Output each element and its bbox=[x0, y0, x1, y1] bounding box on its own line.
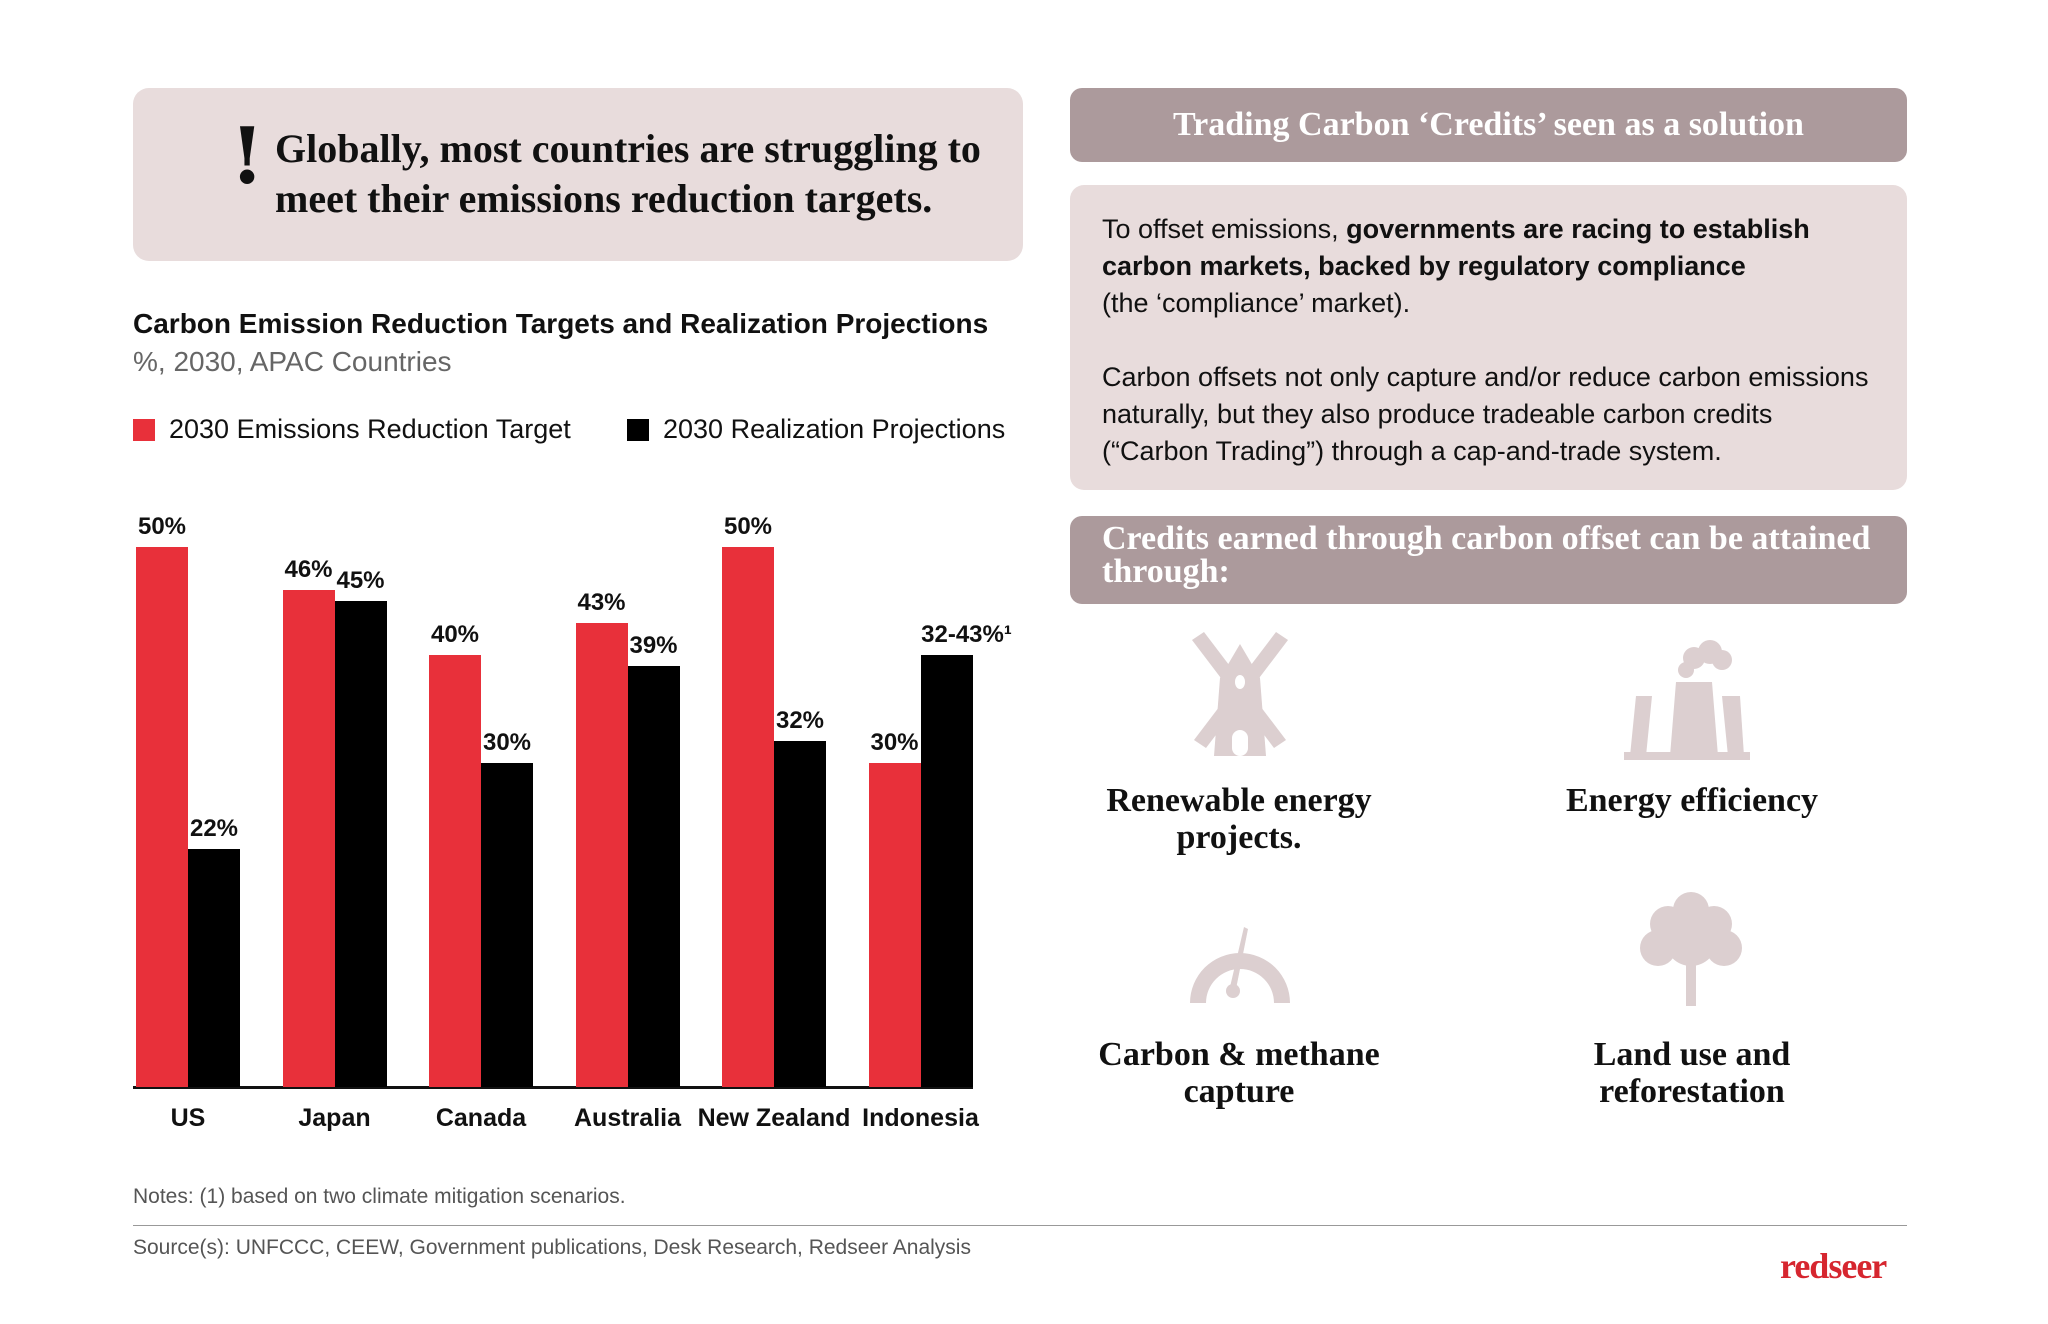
bar-target bbox=[282, 590, 335, 1087]
data-label: 30% bbox=[870, 729, 919, 756]
item-carbon-capture: Carbon & methane capture bbox=[1098, 1036, 1380, 1110]
chart-title: Carbon Emission Reduction Targets and Re… bbox=[133, 308, 989, 339]
header-credits-attained: Credits earned through carbon offset can… bbox=[1070, 516, 1907, 604]
bar-realization bbox=[920, 655, 973, 1087]
redseer-logo: redseer bbox=[1780, 1246, 1887, 1286]
data-label: 46% bbox=[284, 556, 333, 584]
category-label: Indonesia bbox=[862, 1104, 979, 1132]
category-label: Japan bbox=[298, 1104, 371, 1132]
header-text: Trading Carbon ‘Credits’ seen as a solut… bbox=[1173, 106, 1804, 143]
notes: Notes: (1) based on two climate mitigati… bbox=[133, 1185, 626, 1208]
divider bbox=[133, 1225, 1907, 1226]
gauge-icon bbox=[1190, 927, 1290, 1003]
text: (the ‘compliance’ market). bbox=[1102, 288, 1411, 318]
power-plant-icon bbox=[1624, 640, 1750, 760]
bar-target bbox=[429, 655, 481, 1087]
paragraph-1: To offset emissions, governments are rac… bbox=[1102, 211, 1875, 322]
data-label: 39% bbox=[629, 631, 678, 659]
chart-subtitle: %, 2030, APAC Countries bbox=[133, 346, 452, 377]
item-energy-efficiency: Energy efficiency bbox=[1565, 782, 1819, 819]
data-label: 32% bbox=[775, 707, 825, 735]
bar-target bbox=[868, 763, 921, 1087]
data-label: 40% bbox=[430, 621, 480, 648]
x-axis bbox=[133, 1086, 973, 1089]
bar-realization bbox=[481, 763, 533, 1087]
legend-item-target: 2030 Emissions Reduction Target bbox=[133, 414, 571, 445]
item-land-use: Land use and reforestation bbox=[1593, 1036, 1791, 1110]
tree-icon bbox=[1640, 892, 1742, 1006]
bar-chart: 50% 22% US 46% 45% Japan 40% 30% Canada 43% 39% Aus… bbox=[0, 0, 1040, 1140]
data-label: 43% bbox=[577, 588, 626, 616]
bold-text: governments are racing to establish carb… bbox=[1102, 214, 1810, 281]
legend-swatch-red bbox=[133, 418, 155, 441]
exclamation-icon: ! bbox=[230, 111, 265, 202]
legend-item-realization: 2030 Realization Projections bbox=[627, 414, 1005, 445]
bar-realization bbox=[774, 741, 826, 1087]
bar-realization bbox=[627, 665, 680, 1087]
item-renewable-energy: Renewable energy projects. bbox=[1106, 782, 1372, 856]
data-label: 45% bbox=[336, 567, 385, 594]
info-box: To offset emissions, governments are rac… bbox=[1070, 185, 1907, 490]
category-label: Australia bbox=[574, 1104, 681, 1132]
bar-target bbox=[136, 547, 188, 1087]
source: Source(s): UNFCCC, CEEW, Government publ… bbox=[133, 1236, 971, 1259]
paragraph-2: Carbon offsets not only capture and/or r… bbox=[1102, 362, 1869, 466]
header-trading-credits: Trading Carbon ‘Credits’ seen as a solut… bbox=[1070, 88, 1907, 162]
callout-text: Globally, most countries are struggling … bbox=[275, 126, 981, 221]
category-label: New Zealand bbox=[697, 1104, 851, 1132]
bar-target bbox=[575, 622, 628, 1087]
legend-label: 2030 Realization Projections bbox=[663, 414, 1006, 444]
data-label: 50% bbox=[723, 513, 773, 540]
header-text: Credits earned through carbon offset can… bbox=[1102, 520, 1871, 590]
data-label: 32-43%¹ bbox=[921, 621, 1012, 648]
category-label: Canada bbox=[435, 1104, 527, 1132]
text: To offset emissions, bbox=[1102, 214, 1347, 244]
data-label: 30% bbox=[482, 729, 532, 756]
callout-box bbox=[133, 88, 1023, 261]
legend-swatch-black bbox=[627, 418, 649, 441]
bar-realization bbox=[334, 601, 387, 1087]
category-label: US bbox=[170, 1104, 206, 1132]
bar-realization bbox=[188, 849, 240, 1087]
bar-target bbox=[722, 547, 774, 1087]
windmill-icon bbox=[1192, 632, 1288, 756]
data-label: 22% bbox=[189, 815, 239, 843]
data-label: 50% bbox=[137, 513, 187, 540]
legend-label: 2030 Emissions Reduction Target bbox=[169, 414, 571, 444]
